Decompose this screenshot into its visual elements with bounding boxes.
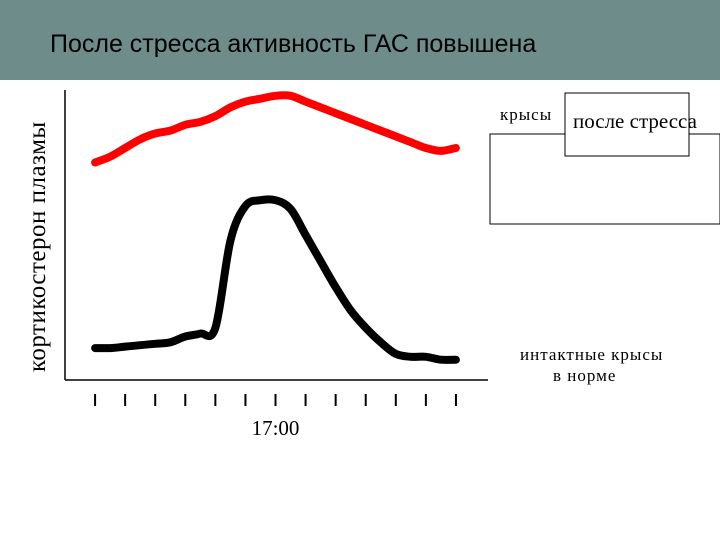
legend-stressed-prefix: крысы	[500, 105, 552, 124]
legend: крысы после стресса интактные крысы в но…	[489, 92, 720, 385]
slide-title: После стресса активность ГАС повышена	[50, 30, 537, 58]
x-tick-label-1700: 17:00	[252, 416, 300, 440]
series	[91, 91, 460, 364]
legend-intact-line2: в норме	[553, 366, 616, 385]
legend-intact-line1: интактные крысы	[520, 345, 663, 364]
series-line-stressed	[91, 91, 460, 167]
legend-stressed-highlight-box	[564, 92, 690, 157]
axes	[64, 90, 488, 381]
series-line-intact	[91, 195, 460, 364]
x-ticks	[94, 394, 457, 406]
legend-stressed-highlight: после стресса	[573, 109, 698, 133]
title-bar: После стресса активность ГАС повышена	[0, 0, 720, 80]
